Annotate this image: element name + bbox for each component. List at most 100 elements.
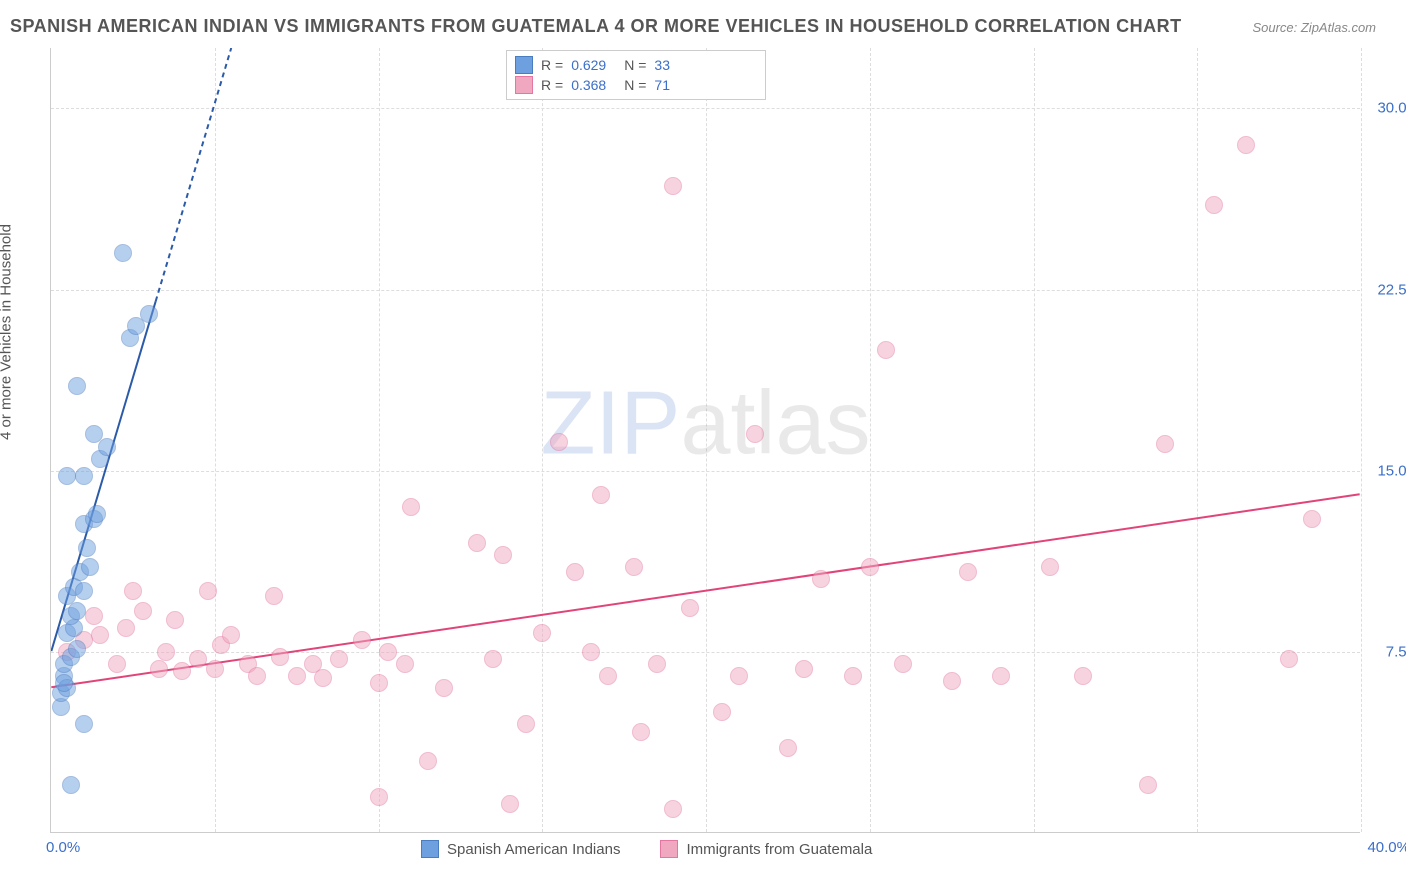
point-b — [85, 607, 103, 625]
point-b — [730, 667, 748, 685]
point-b — [1205, 196, 1223, 214]
gridline-h — [51, 108, 1360, 109]
legend-item-a: Spanish American Indians — [421, 840, 620, 858]
gridline-v — [1197, 48, 1198, 832]
point-b — [632, 723, 650, 741]
point-b — [861, 558, 879, 576]
point-b — [779, 739, 797, 757]
point-b — [117, 619, 135, 637]
n-value-a: 33 — [654, 57, 670, 73]
y-axis-label: 4 or more Vehicles in Household — [0, 224, 15, 440]
point-b — [992, 667, 1010, 685]
point-a — [75, 582, 93, 600]
point-a — [68, 640, 86, 658]
point-b — [379, 643, 397, 661]
point-b — [844, 667, 862, 685]
point-a — [88, 505, 106, 523]
point-b — [664, 177, 682, 195]
legend-series: Spanish American Indians Immigrants from… — [421, 840, 872, 858]
x-min-label: 0.0% — [46, 839, 80, 856]
swatch-a — [421, 840, 439, 858]
point-b — [91, 626, 109, 644]
point-b — [150, 660, 168, 678]
point-b — [199, 582, 217, 600]
point-b — [353, 631, 371, 649]
x-max-label: 40.0% — [1367, 839, 1406, 856]
swatch-a — [515, 56, 533, 74]
point-b — [1074, 667, 1092, 685]
y-tick-label: 15.0% — [1365, 462, 1406, 479]
point-b — [501, 795, 519, 813]
series-name-a: Spanish American Indians — [447, 841, 620, 858]
point-b — [271, 648, 289, 666]
y-tick-label: 7.5% — [1365, 643, 1406, 660]
point-b — [206, 660, 224, 678]
gridline-v — [542, 48, 543, 832]
point-a — [98, 438, 116, 456]
point-b — [812, 570, 830, 588]
legend-stats-row-a: R = 0.629 N = 33 — [515, 55, 757, 75]
point-b — [681, 599, 699, 617]
point-b — [166, 611, 184, 629]
gridline-h — [51, 471, 1360, 472]
point-a — [75, 467, 93, 485]
gridline-v — [379, 48, 380, 832]
gridline-v — [706, 48, 707, 832]
legend-item-b: Immigrants from Guatemala — [660, 840, 872, 858]
point-a — [62, 776, 80, 794]
point-b — [713, 703, 731, 721]
point-b — [648, 655, 666, 673]
point-b — [894, 655, 912, 673]
point-b — [330, 650, 348, 668]
series-name-b: Immigrants from Guatemala — [686, 841, 872, 858]
point-a — [68, 377, 86, 395]
y-tick-label: 30.0% — [1365, 100, 1406, 117]
gridline-v — [1034, 48, 1035, 832]
legend-stats: R = 0.629 N = 33 R = 0.368 N = 71 — [506, 50, 766, 100]
gridline-h — [51, 652, 1360, 653]
point-b — [396, 655, 414, 673]
point-b — [484, 650, 502, 668]
point-a — [58, 467, 76, 485]
point-a — [114, 244, 132, 262]
point-b — [533, 624, 551, 642]
point-b — [1156, 435, 1174, 453]
swatch-b — [515, 76, 533, 94]
point-a — [75, 715, 93, 733]
point-b — [1237, 136, 1255, 154]
gridline-v — [870, 48, 871, 832]
legend-stats-row-b: R = 0.368 N = 71 — [515, 75, 757, 95]
point-b — [314, 669, 332, 687]
point-b — [959, 563, 977, 581]
point-b — [943, 672, 961, 690]
r-label: R = — [541, 77, 563, 93]
point-b — [1139, 776, 1157, 794]
gridline-v — [1361, 48, 1362, 832]
r-label: R = — [541, 57, 563, 73]
point-b — [189, 650, 207, 668]
watermark-atlas: atlas — [680, 374, 870, 474]
point-b — [222, 626, 240, 644]
point-b — [435, 679, 453, 697]
point-b — [1041, 558, 1059, 576]
point-b — [157, 643, 175, 661]
n-label: N = — [624, 57, 646, 73]
point-b — [265, 587, 283, 605]
swatch-b — [660, 840, 678, 858]
r-value-a: 0.629 — [571, 57, 606, 73]
r-value-b: 0.368 — [571, 77, 606, 93]
point-b — [288, 667, 306, 685]
point-b — [468, 534, 486, 552]
point-a — [140, 305, 158, 323]
point-b — [370, 788, 388, 806]
point-b — [1280, 650, 1298, 668]
point-b — [566, 563, 584, 581]
point-b — [134, 602, 152, 620]
point-b — [173, 662, 191, 680]
point-b — [664, 800, 682, 818]
y-tick-label: 22.5% — [1365, 281, 1406, 298]
point-b — [419, 752, 437, 770]
point-b — [370, 674, 388, 692]
point-b — [494, 546, 512, 564]
point-b — [550, 433, 568, 451]
